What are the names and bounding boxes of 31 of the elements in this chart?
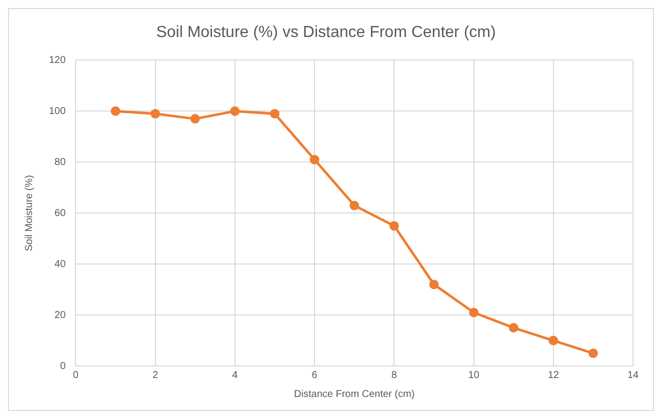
x-tick-label: 14 bbox=[627, 370, 639, 381]
point bbox=[389, 221, 399, 231]
x-tick-label: 2 bbox=[152, 370, 159, 381]
y-tick-label: 40 bbox=[54, 258, 66, 270]
point bbox=[190, 114, 200, 124]
chart-title: Soil Moisture (%) vs Distance From Center (cm) bbox=[156, 24, 496, 42]
x-tick-label: 10 bbox=[468, 370, 480, 381]
point bbox=[508, 323, 518, 333]
point bbox=[310, 154, 320, 164]
point bbox=[150, 108, 160, 118]
point bbox=[469, 308, 479, 318]
x-tick-label: 4 bbox=[232, 370, 238, 381]
y-tick-label: 60 bbox=[54, 208, 66, 219]
point bbox=[270, 108, 280, 118]
x-tick-label: 8 bbox=[391, 370, 398, 381]
x-tick-label: 12 bbox=[548, 370, 560, 381]
y-tick-label: 20 bbox=[54, 310, 66, 321]
x-tick-label: 6 bbox=[312, 370, 318, 381]
y-tick-label: 120 bbox=[48, 54, 66, 66]
point bbox=[230, 106, 240, 116]
x-axis-title: Distance From Center (cm) bbox=[294, 388, 415, 400]
point bbox=[110, 106, 120, 116]
y-tick-label: 80 bbox=[54, 156, 66, 168]
y-axis-title: Soil Moisture (%) bbox=[24, 175, 35, 252]
x-tick-label: 0 bbox=[72, 370, 79, 381]
y-tick-label: 0 bbox=[60, 360, 66, 372]
y-tick-label: 100 bbox=[48, 106, 66, 117]
point bbox=[548, 336, 558, 346]
point bbox=[350, 200, 360, 210]
point bbox=[588, 348, 598, 358]
point bbox=[429, 280, 439, 290]
